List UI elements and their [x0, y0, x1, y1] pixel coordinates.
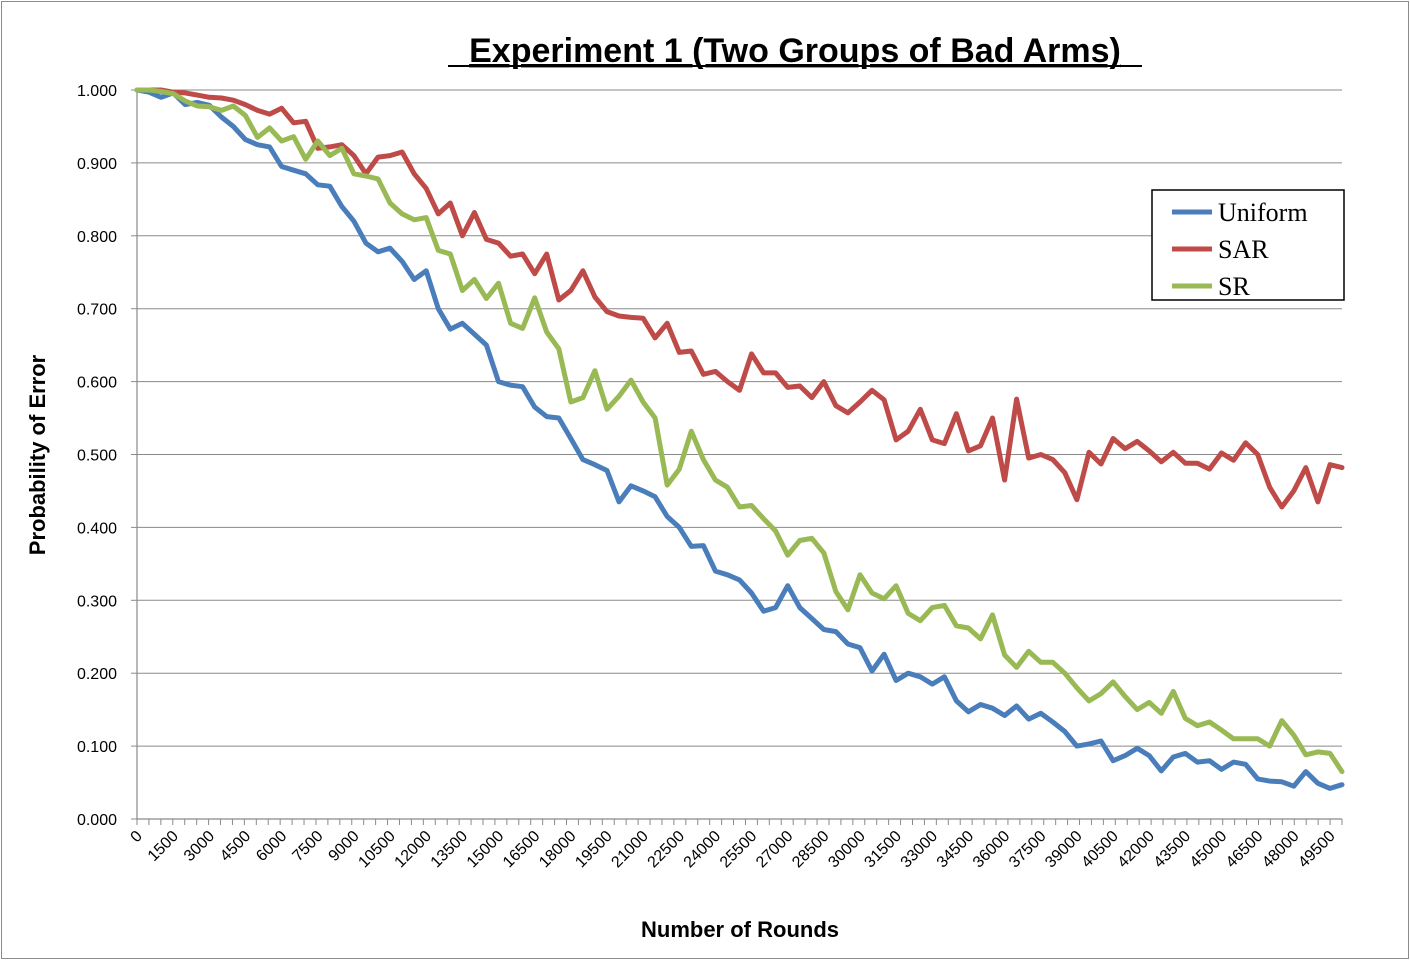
x-tick-label: 3000: [181, 828, 218, 865]
x-tick-label: 16500: [500, 828, 544, 872]
series-line-sr: [134, 87, 1345, 775]
x-tick-label: 48000: [1259, 828, 1303, 872]
gridlines: [137, 89, 1342, 747]
legend-box: [1151, 189, 1345, 301]
x-tick-label: 1500: [145, 828, 182, 865]
y-tick-label: 0.200: [77, 666, 117, 683]
x-tick-label: 36000: [970, 828, 1014, 872]
series-layer: [134, 87, 1345, 791]
x-tick-label: 27000: [753, 828, 797, 872]
y-tick-label: 0.600: [77, 375, 117, 392]
x-tick-label: 21000: [608, 828, 652, 872]
y-tick-label: 0.800: [77, 229, 117, 246]
y-tick-label: 1.000: [77, 83, 117, 100]
x-tick-label: 22500: [645, 828, 689, 872]
y-tick-label: 0.500: [77, 448, 117, 465]
y-tick-label: 0.700: [77, 302, 117, 319]
y-tick-label: 0.400: [77, 520, 117, 537]
legend-label-sr: SR: [1218, 272, 1250, 301]
x-tick-label: 7500: [289, 828, 326, 865]
x-tick-label: 33000: [898, 828, 942, 872]
x-tick-label: 4500: [217, 828, 254, 865]
y-axis-title: Probability of Error: [25, 354, 50, 555]
x-tick-label: 0: [128, 828, 146, 846]
x-tick-label: 43500: [1151, 828, 1195, 872]
x-axis-title: Number of Rounds: [641, 917, 839, 942]
x-tick-label: 49500: [1295, 828, 1339, 872]
x-tick-label: 15000: [464, 828, 508, 872]
x-tick-label: 40500: [1078, 828, 1122, 872]
y-tick-label: 0.300: [77, 593, 117, 610]
legend: Uniform SAR SR: [1151, 189, 1345, 301]
legend-label-uniform: Uniform: [1218, 198, 1308, 227]
y-tick-label: 0.900: [77, 156, 117, 173]
x-tick-label: 31500: [861, 828, 905, 872]
x-tick-label: 25500: [717, 828, 761, 872]
x-tick-label: 28500: [789, 828, 833, 872]
x-tick-label: 46500: [1223, 828, 1267, 872]
y-axis-ticks: 0.000 0.100 0.200 0.300 0.400 0.500 0.600 0.700…: [77, 83, 137, 829]
x-tick-label: 30000: [825, 828, 869, 872]
x-axis-ticks: 0150030004500600075009000105001200013500…: [128, 819, 1343, 872]
x-tick-label: 13500: [428, 828, 472, 872]
x-tick-label: 10500: [355, 828, 399, 872]
x-tick-label: 39000: [1042, 828, 1086, 872]
x-tick-label: 19500: [572, 828, 616, 872]
x-tick-label: 45000: [1187, 828, 1231, 872]
series-line-uniform: [134, 87, 1345, 791]
legend-label-sar: SAR: [1218, 235, 1269, 264]
x-tick-label: 12000: [392, 828, 436, 872]
x-tick-label: 37500: [1006, 828, 1050, 872]
series-line-sar: [134, 87, 1345, 510]
chart-title: Experiment 1 (Two Groups of Bad Arms): [469, 32, 1121, 70]
x-tick-label: 34500: [934, 828, 978, 872]
x-tick-label: 18000: [536, 828, 580, 872]
x-tick-label: 42000: [1115, 828, 1159, 872]
y-tick-label: 0.000: [77, 812, 117, 829]
x-tick-label: 6000: [253, 828, 290, 865]
x-tick-label: 24000: [681, 828, 725, 872]
y-tick-label: 0.100: [77, 739, 117, 756]
